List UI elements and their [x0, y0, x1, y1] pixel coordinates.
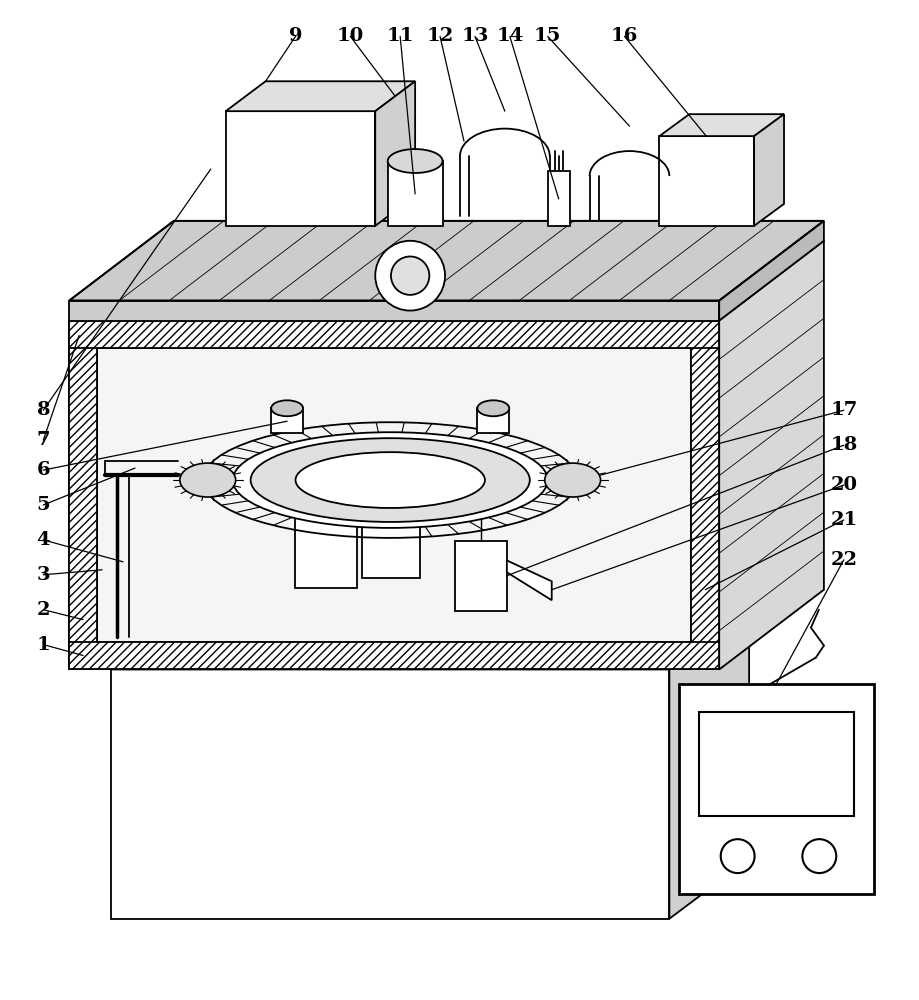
Bar [296, 516, 357, 588]
Bar [477, 408, 509, 433]
Bar [455, 541, 507, 611]
Polygon shape [507, 560, 551, 600]
Bar [660, 136, 754, 226]
Ellipse shape [251, 438, 529, 522]
Bar [69, 321, 97, 669]
Text: 18: 18 [830, 436, 857, 454]
Polygon shape [669, 610, 749, 919]
Text: 15: 15 [534, 27, 562, 45]
Ellipse shape [271, 400, 303, 416]
Text: 8: 8 [37, 401, 50, 419]
Polygon shape [754, 114, 784, 226]
Polygon shape [660, 114, 784, 136]
Text: 17: 17 [830, 401, 857, 419]
Text: 21: 21 [830, 511, 857, 529]
Polygon shape [720, 241, 824, 669]
Ellipse shape [477, 400, 509, 416]
Ellipse shape [180, 463, 235, 497]
Polygon shape [720, 221, 824, 321]
Circle shape [375, 241, 445, 311]
Text: 13: 13 [461, 27, 489, 45]
Bar [548, 171, 570, 226]
Polygon shape [69, 241, 824, 321]
Ellipse shape [233, 432, 548, 528]
Polygon shape [226, 81, 415, 111]
Bar [69, 321, 720, 669]
Text: 3: 3 [37, 566, 50, 584]
Polygon shape [69, 221, 824, 301]
Text: 9: 9 [289, 27, 302, 45]
Ellipse shape [388, 149, 443, 173]
Text: 12: 12 [426, 27, 454, 45]
Text: 16: 16 [611, 27, 638, 45]
Text: 4: 4 [37, 531, 50, 549]
Bar [97, 348, 691, 642]
Text: 10: 10 [336, 27, 364, 45]
Bar [679, 684, 874, 894]
Text: 5: 5 [37, 496, 50, 514]
Polygon shape [375, 81, 415, 226]
Text: 11: 11 [386, 27, 414, 45]
Circle shape [391, 256, 429, 295]
Ellipse shape [545, 463, 601, 497]
Bar [699, 712, 854, 816]
Polygon shape [111, 610, 749, 669]
Text: 1: 1 [37, 636, 51, 654]
Bar [362, 516, 420, 578]
Text: 2: 2 [37, 601, 50, 619]
Circle shape [802, 839, 836, 873]
Text: 22: 22 [831, 551, 857, 569]
Bar [226, 111, 375, 226]
Bar [111, 669, 669, 919]
Bar [69, 321, 720, 348]
Bar [388, 161, 443, 226]
Bar [271, 408, 303, 433]
Bar [691, 321, 720, 669]
Bar [69, 301, 720, 321]
Ellipse shape [296, 452, 485, 508]
Circle shape [720, 839, 754, 873]
Text: 6: 6 [37, 461, 50, 479]
Text: 14: 14 [496, 27, 524, 45]
Bar [69, 642, 720, 669]
Text: 20: 20 [831, 476, 857, 494]
Text: 7: 7 [37, 431, 50, 449]
